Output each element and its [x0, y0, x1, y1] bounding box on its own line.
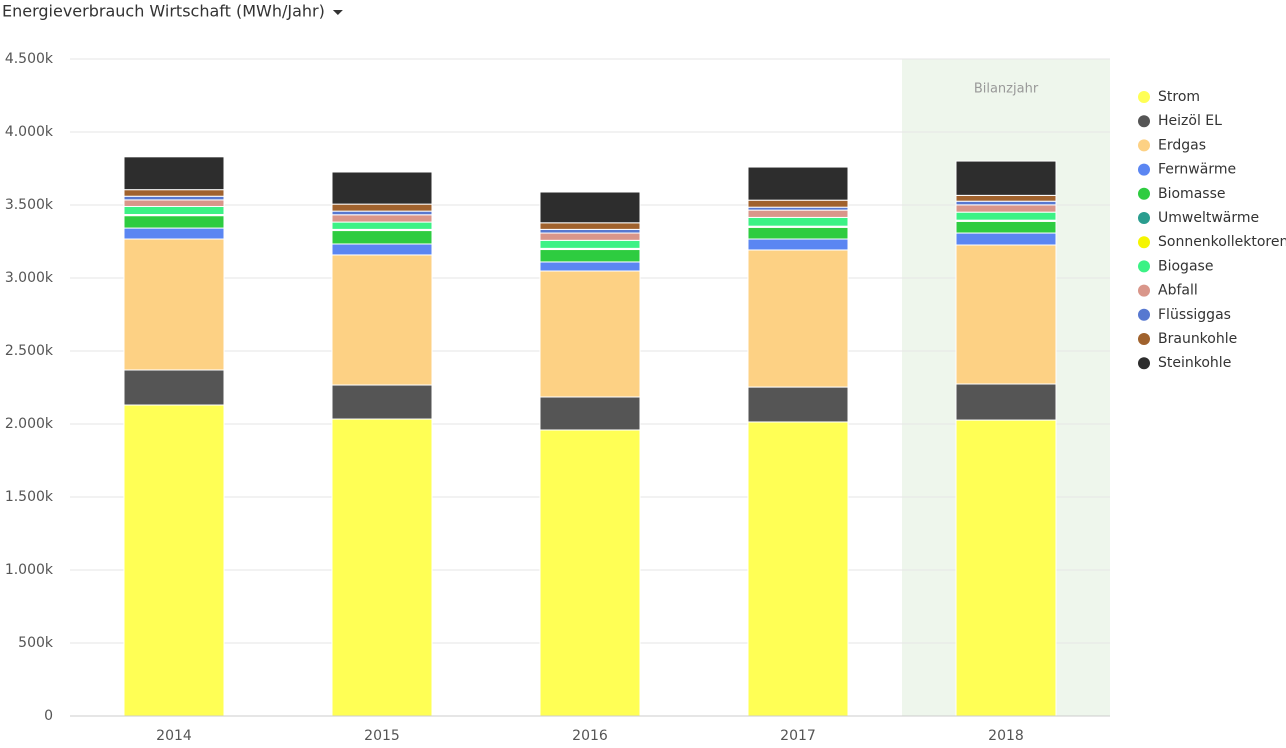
legend-marker	[1138, 308, 1150, 321]
dropdown-caret[interactable]	[332, 10, 343, 15]
bar-segment	[123, 199, 225, 207]
legend-marker	[1138, 163, 1150, 176]
bar-segment	[747, 226, 849, 240]
bar-segment	[123, 156, 225, 191]
y-tick-label: 3.500k	[5, 197, 54, 213]
legend-label: Flüssiggas	[1158, 307, 1231, 323]
bar-segment	[123, 195, 225, 201]
bar-segment	[331, 254, 433, 386]
bar-segment	[539, 396, 641, 431]
legend-label: Sonnenkollektoren	[1158, 234, 1286, 250]
bar-segment	[955, 160, 1057, 196]
chart-title[interactable]: Energieverbrauch Wirtschaft (MWh/Jahr)	[2, 2, 325, 21]
legend-label: Biomasse	[1158, 186, 1225, 202]
bar-segment	[331, 221, 433, 230]
bar-segment	[955, 419, 1057, 717]
legend-label: Heizöl EL	[1158, 113, 1222, 129]
bar-segment	[539, 270, 641, 398]
x-tick-label: 2018	[988, 728, 1024, 744]
legend-label: Umweltwärme	[1158, 210, 1259, 226]
bar-segment	[123, 215, 225, 229]
legend-marker	[1138, 357, 1150, 370]
legend-marker	[1138, 187, 1150, 200]
bar-segment	[331, 230, 433, 245]
x-tick-label: 2014	[156, 728, 192, 744]
y-tick-label: 0	[44, 708, 53, 724]
legend-label: Steinkohle	[1158, 355, 1231, 371]
bar-segment	[539, 429, 641, 717]
y-tick-label: 2.500k	[5, 343, 54, 359]
bar-segment	[331, 418, 433, 717]
bar-segment	[539, 232, 641, 241]
bar-segment	[955, 204, 1057, 213]
legend-label: Erdgas	[1158, 137, 1206, 153]
bar-segment	[539, 261, 641, 272]
legend-marker	[1138, 115, 1150, 128]
legend-marker	[1138, 236, 1150, 249]
y-tick-label: 500k	[18, 635, 54, 651]
bar-segment	[123, 369, 225, 406]
x-tick-label: 2017	[780, 728, 816, 744]
y-tick-label: 1.500k	[5, 489, 54, 505]
bar-segment	[539, 249, 641, 263]
legend-marker	[1138, 139, 1150, 152]
bar-segment	[123, 189, 225, 197]
bar-segment	[955, 244, 1057, 385]
legend-label: Braunkohle	[1158, 331, 1237, 347]
bar-segment	[539, 228, 641, 234]
legend-label: Biogase	[1158, 258, 1213, 274]
bar-segment	[539, 222, 641, 230]
bar-segment	[747, 216, 849, 227]
x-tick-label: 2016	[572, 728, 608, 744]
legend-label: Fernwärme	[1158, 162, 1236, 178]
bar-segment	[955, 383, 1057, 421]
bar-segment	[955, 220, 1057, 234]
bar-segment	[955, 194, 1057, 202]
bar-segment	[331, 171, 433, 205]
legend-marker	[1138, 91, 1150, 103]
bar-segment	[955, 211, 1057, 221]
bar-segment	[955, 200, 1057, 206]
bar-segment	[747, 209, 849, 218]
x-tick-label: 2015	[364, 728, 400, 744]
bar-segment	[747, 421, 849, 717]
bar-segment	[331, 384, 433, 420]
y-tick-label: 4.000k	[5, 124, 54, 140]
bar-segment	[123, 404, 225, 717]
legend-marker	[1138, 284, 1150, 297]
y-tick-label: 4.500k	[5, 51, 54, 67]
highlight-label: Bilanzjahr	[974, 82, 1039, 97]
bar-segment	[331, 214, 433, 223]
bar-segment	[955, 232, 1057, 246]
bar-segment	[539, 239, 641, 249]
bar-segment	[747, 249, 849, 388]
bar-segment	[123, 227, 225, 240]
bar-segment	[123, 205, 225, 215]
bar-segment	[331, 203, 433, 212]
bar-segment	[747, 166, 849, 201]
bar-segment	[747, 386, 849, 423]
legend-marker	[1138, 212, 1150, 224]
y-tick-label: 3.000k	[5, 270, 54, 286]
y-tick-label: 2.000k	[5, 416, 54, 432]
legend-label: Abfall	[1158, 283, 1198, 299]
bar-segment	[331, 243, 433, 256]
bar-segment	[123, 238, 225, 371]
legend-marker	[1138, 333, 1150, 345]
bar-segment	[331, 210, 433, 216]
legend-label: Strom	[1158, 89, 1200, 105]
y-tick-label: 1.000k	[5, 562, 54, 578]
legend-marker	[1138, 260, 1150, 273]
bar-segment	[539, 191, 641, 224]
bar-segment	[747, 199, 849, 208]
bar-segment	[747, 238, 849, 251]
